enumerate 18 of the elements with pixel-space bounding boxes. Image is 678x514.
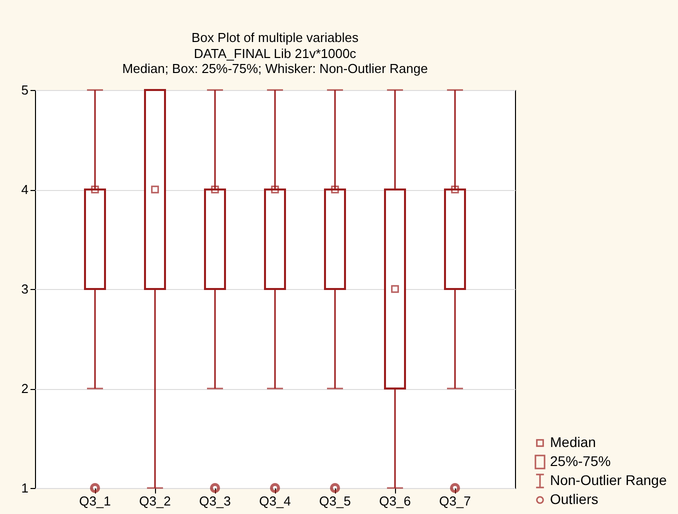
- x-tick-label: Q3_6: [379, 494, 411, 508]
- chart-subtitle: DATA_FINAL Lib 21v*1000c Median; Box: 25%-75%; Whisker: Non-Outlier Range: [122, 46, 428, 76]
- x-tick-label: Q3_4: [259, 494, 291, 508]
- y-tick-label: 2: [21, 381, 28, 396]
- chart-title: Box Plot of multiple variables: [192, 30, 359, 45]
- x-tick-label: Q3_3: [199, 494, 231, 508]
- text: Outliers: [550, 491, 598, 507]
- y-tick-label: 1: [21, 480, 28, 496]
- text: Non-Outlier Range: [550, 472, 667, 488]
- y-tick-label: 3: [21, 282, 28, 296]
- y-tick-label: 4: [21, 182, 28, 197]
- text: 25%-75%: [550, 453, 611, 469]
- x-tick-label: Q3_1: [79, 494, 111, 508]
- x-tick-label: Q3_2: [139, 494, 171, 508]
- text: Median: [550, 434, 596, 450]
- y-tick-label: 5: [21, 82, 28, 98]
- x-tick-label: Q3_5: [319, 494, 351, 508]
- x-tick-label: Q3_7: [439, 494, 471, 508]
